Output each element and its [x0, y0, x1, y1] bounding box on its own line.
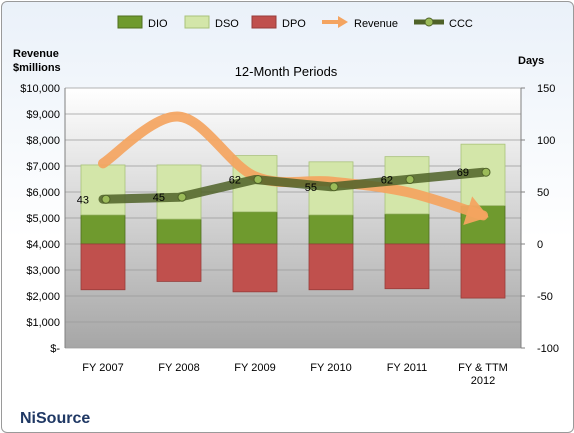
legend-label-dpo: DPO [282, 18, 306, 30]
legend-label-ccc: CCC [449, 18, 473, 30]
left-tick-label: $5,000 [26, 213, 60, 225]
left-tick-label: $2,000 [26, 291, 60, 303]
legend-swatch-revenue [322, 16, 348, 28]
bar-dpo [232, 243, 278, 293]
right-tick-label: 50 [537, 187, 549, 199]
legend-swatch-dpo [251, 15, 277, 29]
x-tick-label: FY & TTM 2012 [458, 362, 508, 387]
ccc-point [405, 175, 415, 185]
legend-swatch-dio [117, 15, 143, 29]
right-tick-label: 0 [537, 239, 543, 251]
bar-dpo [156, 243, 202, 282]
right-axis-ticks: -100 -50 0 50 100 150 [521, 83, 559, 355]
x-tick-label: FY 2007 [82, 362, 123, 374]
legend-label-dso: DSO [215, 18, 239, 30]
right-tick-label: -50 [537, 291, 553, 303]
legend-label-revenue: Revenue [354, 18, 398, 30]
bar-dio [308, 214, 354, 245]
ccc-point [101, 194, 111, 204]
left-axis-title: Revenue $millions [13, 48, 62, 74]
right-tick-label: 100 [537, 135, 555, 147]
ccc-data-label: 55 [305, 182, 317, 194]
legend-swatch-dso [184, 15, 210, 29]
ccc-data-label: 43 [77, 194, 89, 206]
bar-dio [232, 211, 278, 245]
bar-dio [80, 214, 126, 245]
bar-dpo [384, 243, 430, 290]
right-axis-title: Days [518, 55, 544, 67]
left-tick-label: $10,000 [20, 83, 60, 95]
ccc-point [481, 167, 491, 177]
ccc-data-label: 69 [457, 167, 469, 179]
x-axis-labels: FY 2007 FY 2008 FY 2009 FY 2010 FY 2011 FY & … [82, 362, 508, 387]
ccc-line: 43 45 62 55 62 69 [77, 167, 491, 206]
left-axis-ticks: $- $1,000 $2,000 $3,000 $4,000 $5,000 $6,000 $7… [20, 83, 60, 355]
x-tick-label: FY 2009 [234, 362, 275, 374]
bar-dso [80, 164, 126, 216]
legend-swatch-ccc [414, 17, 444, 27]
x-tick-label: FY 2008 [158, 362, 199, 374]
company-name: NiSource [20, 410, 90, 427]
left-tick-label: $3,000 [26, 265, 60, 277]
gridlines [65, 87, 521, 349]
x-tick-label: FY 2010 [310, 362, 351, 374]
ccc-point [177, 192, 187, 202]
ccc-point [253, 175, 263, 185]
left-tick-label: $4,000 [26, 239, 60, 251]
ccc-data-label: 62 [229, 175, 241, 187]
ccc-data-label: 62 [381, 175, 393, 187]
bar-dpo [460, 243, 506, 299]
ccc-data-label: 45 [153, 192, 165, 204]
left-axis-title-line-1: Revenue [13, 48, 59, 60]
right-tick-label: -100 [537, 343, 559, 355]
legend: DIO DSO DPO Revenue CCC [117, 15, 473, 30]
chart-title: 12-Month Periods [235, 64, 338, 79]
left-tick-label: $7,000 [26, 161, 60, 173]
bar-dio [156, 218, 202, 245]
left-tick-label: $- [50, 343, 60, 355]
revenue-arrowhead [463, 196, 489, 226]
bar-dio [384, 213, 430, 245]
left-tick-label: $8,000 [26, 135, 60, 147]
x-tick-label: FY 2011 [387, 362, 428, 374]
legend-label-dio: DIO [148, 18, 168, 30]
ccc-line-path [98, 167, 488, 204]
left-tick-label: $9,000 [26, 109, 60, 121]
bar-dpo [80, 243, 126, 291]
right-tick-label: 150 [537, 83, 555, 95]
bars [80, 143, 506, 299]
left-axis-title-line-2: $millions [13, 62, 61, 74]
bar-dpo [308, 243, 354, 291]
left-tick-label: $6,000 [26, 187, 60, 199]
ccc-point [329, 182, 339, 192]
left-tick-label: $1,000 [26, 317, 60, 329]
